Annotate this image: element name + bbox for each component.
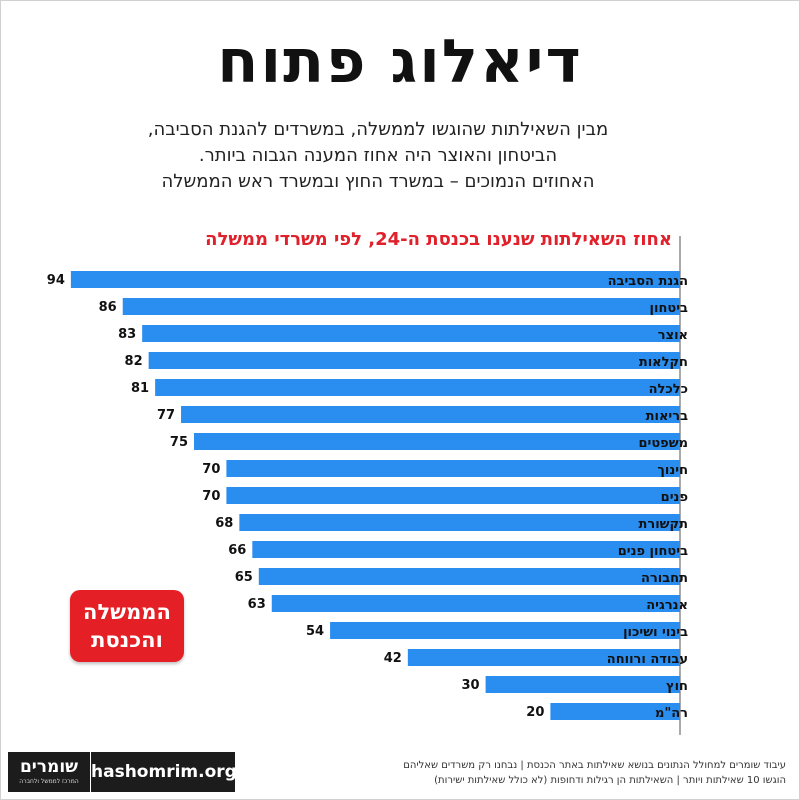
subtitle: מבין השאילתות שהוגשו לממשלה, במשרדים להג… — [68, 117, 688, 195]
footer-line: עיבוד שומרים למחולל הנתונים בנושא שאילתו… — [403, 760, 786, 771]
bar — [70, 271, 680, 288]
footer-line: הוגשו 10 שאילתות ויותר | השאילתות הן רגי… — [434, 775, 786, 786]
bar-value-label: 75 — [170, 435, 188, 450]
category-label: ביטחון פנים — [618, 544, 688, 559]
category-label: בריאות — [646, 409, 688, 424]
bar — [148, 352, 680, 369]
bar — [485, 676, 680, 693]
badge-line: והכנסת — [91, 628, 163, 652]
bar-value-label: 66 — [228, 543, 246, 558]
bar-value-label: 68 — [215, 516, 233, 531]
bar — [226, 460, 680, 477]
bar-value-label: 94 — [47, 273, 65, 288]
bar-value-label: 82 — [125, 354, 143, 369]
category-label: עבודה ורווחה — [607, 652, 688, 667]
bar — [550, 703, 680, 720]
bar — [239, 514, 681, 531]
bar — [407, 649, 680, 666]
badge-line: הממשלה — [83, 600, 171, 624]
category-label: ביטחון — [650, 301, 689, 316]
bar — [226, 487, 680, 504]
category-label: חוץ — [666, 679, 688, 694]
bar-value-label: 54 — [306, 624, 324, 639]
bar-value-label: 83 — [118, 327, 136, 342]
government-knesset-badge: הממשלה והכנסת — [70, 590, 184, 662]
bar-value-label: 86 — [99, 300, 117, 315]
category-label: בינוי ושיכון — [623, 625, 688, 640]
category-label: כלכלה — [649, 382, 688, 397]
subtitle-line: מבין השאילתות שהוגשו לממשלה, במשרדים להג… — [147, 119, 609, 140]
site-url[interactable]: hashomrim.org — [91, 752, 237, 792]
bar — [258, 568, 680, 585]
category-label: תחבורה — [641, 571, 688, 586]
chart-title: אחוז השאילתות שנענו בכנסת ה-24, לפי משרד… — [205, 229, 672, 250]
logo-subtext: המרכז לממשל ולחברה — [19, 778, 79, 785]
category-label: פנים — [661, 490, 688, 505]
bar-value-label: 63 — [248, 597, 266, 612]
bar — [252, 541, 680, 558]
category-label: חקלאות — [639, 355, 688, 370]
category-label: רה"מ — [655, 706, 688, 721]
category-label: אנרגיה — [646, 598, 688, 613]
bar-value-label: 77 — [157, 408, 175, 423]
bar-value-label: 81 — [131, 381, 149, 396]
shomrim-logo: שומרים המרכז לממשל ולחברה — [8, 752, 90, 792]
bar-value-label: 65 — [235, 570, 253, 585]
footer-note: עיבוד שומרים למחולל הנתונים בנושא שאילתו… — [366, 758, 786, 788]
category-label: משפטים — [638, 436, 688, 451]
category-label: הגנת הסביבה — [608, 274, 688, 289]
bar-value-label: 20 — [526, 705, 544, 720]
bar-value-label: 70 — [202, 489, 220, 504]
bar — [271, 595, 680, 612]
subtitle-line: הביטחון והאוצר היה אחוז המענה הגבוה ביות… — [198, 145, 558, 166]
subtitle-line: האחוזים הנמוכים – במשרד החוץ ובמשרד ראש … — [161, 171, 595, 192]
bar — [181, 406, 681, 423]
bar — [194, 433, 680, 450]
category-label: תקשורת — [639, 517, 688, 532]
bar — [155, 379, 680, 396]
logo-text: שומרים — [19, 757, 79, 777]
bar-value-label: 42 — [384, 651, 402, 666]
bar-value-label: 30 — [462, 678, 480, 693]
bar — [122, 298, 681, 315]
page-title: דיאלוג פתוח — [217, 27, 583, 97]
bar-value-label: 70 — [202, 462, 220, 477]
bar — [330, 622, 680, 639]
category-label: אוצר — [658, 328, 688, 343]
bar — [142, 325, 680, 342]
category-label: חינוך — [657, 463, 688, 478]
